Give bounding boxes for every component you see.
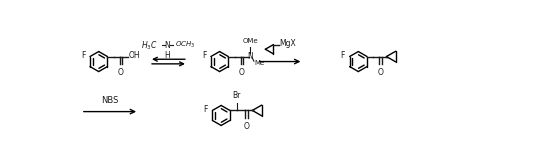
Text: F: F — [203, 105, 208, 114]
Text: O: O — [244, 122, 249, 131]
Text: $H_3C$: $H_3C$ — [141, 39, 157, 52]
Text: N: N — [164, 41, 170, 50]
Text: $OCH_3$: $OCH_3$ — [175, 40, 195, 50]
Text: Me: Me — [255, 60, 265, 66]
Text: F: F — [341, 51, 345, 60]
Text: OH: OH — [129, 51, 140, 60]
Text: MgX: MgX — [280, 39, 296, 48]
Text: F: F — [81, 51, 85, 60]
Text: F: F — [202, 51, 206, 60]
Text: O: O — [239, 68, 245, 77]
Text: Br: Br — [233, 91, 241, 100]
Text: N: N — [247, 52, 253, 61]
Text: O: O — [378, 68, 383, 77]
Text: H: H — [164, 51, 170, 60]
Text: NBS: NBS — [101, 96, 119, 105]
Text: OMe: OMe — [242, 38, 258, 44]
Text: O: O — [118, 68, 124, 77]
